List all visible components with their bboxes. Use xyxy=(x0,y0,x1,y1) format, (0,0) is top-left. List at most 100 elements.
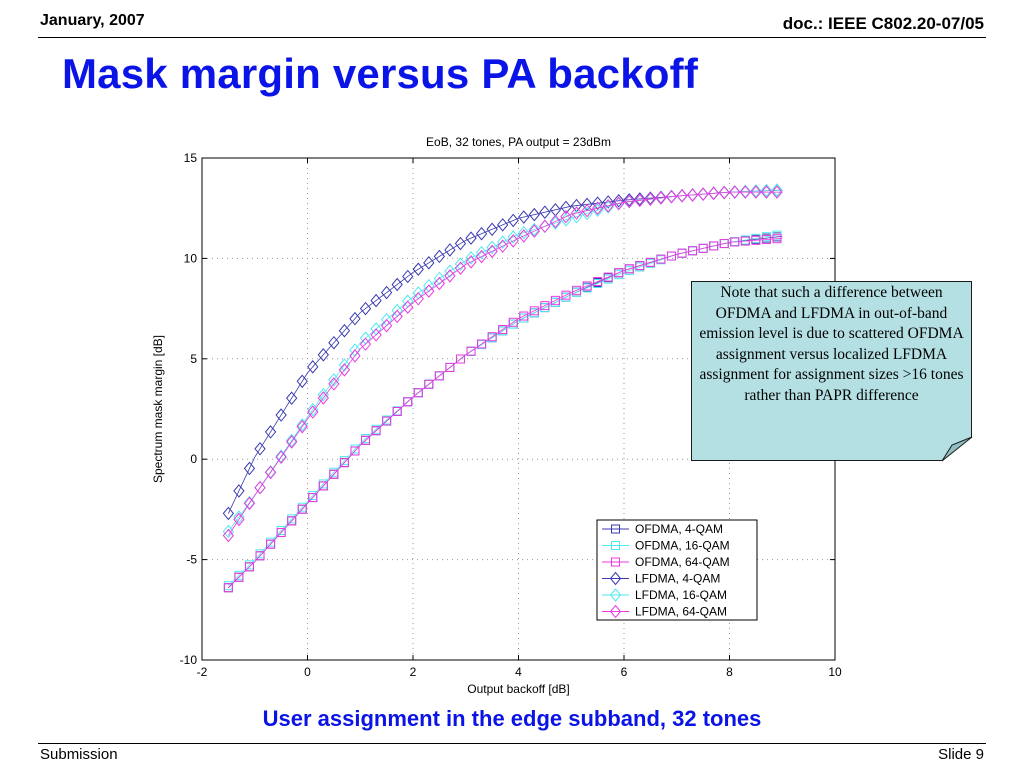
x-axis-label: Output backoff [dB] xyxy=(467,682,570,696)
series-marker xyxy=(244,562,254,572)
x-tick-label: -2 xyxy=(197,665,208,679)
footer-submission: Submission xyxy=(40,746,118,763)
series-marker xyxy=(581,203,593,218)
legend-label: LFDMA, 4-QAM xyxy=(635,572,720,586)
series-marker xyxy=(570,198,583,213)
series-marker xyxy=(371,426,381,436)
series-marker xyxy=(423,256,435,270)
series-marker xyxy=(338,323,351,338)
series-marker xyxy=(402,300,414,314)
series-marker xyxy=(477,339,487,349)
legend-label: OFDMA, 16-QAM xyxy=(635,539,730,553)
slide-caption: User assignment in the edge subband, 32 … xyxy=(262,706,762,731)
series-marker xyxy=(677,248,687,258)
series-marker xyxy=(338,358,351,372)
series-marker xyxy=(613,193,625,208)
footer-divider xyxy=(38,743,986,744)
series-marker xyxy=(519,311,529,321)
series-marker xyxy=(243,496,256,511)
series-marker xyxy=(740,236,750,246)
chart-title: EoB, 32 tones, PA output = 23dBm xyxy=(426,135,611,149)
series-marker xyxy=(623,194,635,209)
series-marker xyxy=(264,465,277,480)
series-marker xyxy=(486,244,498,259)
series-marker xyxy=(254,480,266,495)
series-marker xyxy=(644,191,657,205)
series-marker xyxy=(570,206,583,220)
legend-swatch-marker xyxy=(609,588,622,602)
series-marker xyxy=(317,348,329,362)
series-marker xyxy=(475,249,488,264)
series-marker xyxy=(413,388,423,398)
series-marker xyxy=(234,572,244,582)
series-marker xyxy=(297,504,307,514)
series-marker xyxy=(507,213,519,228)
series-marker xyxy=(434,371,444,381)
series-marker xyxy=(454,236,467,251)
footer-slide-number: Slide 9 xyxy=(938,746,984,763)
series-marker xyxy=(624,264,634,274)
series-marker xyxy=(318,481,328,491)
series-marker xyxy=(528,224,540,238)
series-marker xyxy=(697,187,709,201)
series-marker xyxy=(328,335,340,350)
series-marker xyxy=(518,210,530,224)
series-marker xyxy=(602,195,614,209)
series-marker xyxy=(730,237,740,247)
series-marker xyxy=(635,261,645,271)
series-marker xyxy=(382,416,392,426)
series-marker xyxy=(718,185,730,200)
series-marker xyxy=(487,332,497,342)
series-marker xyxy=(266,539,276,549)
x-tick-label: 8 xyxy=(726,665,733,679)
legend-label: OFDMA, 64-QAM xyxy=(635,555,730,569)
series-marker xyxy=(392,406,402,416)
header-doc-id: doc.: IEEE C802.20-07/05 xyxy=(782,14,984,33)
series-marker xyxy=(739,185,751,199)
series-marker xyxy=(222,524,235,539)
x-tick-label: 10 xyxy=(828,665,842,679)
legend-swatch-marker xyxy=(609,604,622,619)
series-marker xyxy=(317,387,329,402)
series-marker xyxy=(729,185,741,199)
series-marker xyxy=(686,188,699,202)
series-marker xyxy=(751,235,761,245)
series-marker xyxy=(403,397,413,407)
y-tick-label: 15 xyxy=(184,151,198,165)
legend-label: OFDMA, 4-QAM xyxy=(635,522,723,536)
series-marker xyxy=(361,435,371,445)
series-marker xyxy=(222,528,235,543)
series-marker xyxy=(433,271,446,286)
x-tick-label: 2 xyxy=(410,665,417,679)
series-marker xyxy=(465,231,477,245)
series-marker xyxy=(243,461,256,476)
series-marker xyxy=(402,269,414,284)
series-marker xyxy=(254,441,266,456)
series-marker xyxy=(339,458,349,468)
series-marker xyxy=(498,324,508,334)
series-marker xyxy=(560,209,572,224)
x-tick-label: 4 xyxy=(515,665,522,679)
series-marker xyxy=(634,193,646,208)
note-callout xyxy=(691,281,972,461)
series-marker xyxy=(518,225,530,240)
series-marker xyxy=(391,309,403,324)
series-marker xyxy=(296,374,308,389)
series-marker xyxy=(508,317,518,327)
series-marker xyxy=(656,254,666,264)
series-marker xyxy=(665,189,678,204)
series-marker xyxy=(623,192,635,207)
series-marker xyxy=(591,203,604,217)
legend-label: LFDMA, 64-QAM xyxy=(635,605,727,619)
series-marker xyxy=(760,185,773,199)
series-marker xyxy=(455,354,465,364)
series-marker xyxy=(676,188,688,203)
series-marker xyxy=(518,229,530,243)
series-marker xyxy=(359,337,372,351)
series-marker xyxy=(614,268,624,278)
series-marker xyxy=(329,469,339,479)
series-marker xyxy=(760,183,773,198)
series-marker xyxy=(296,418,308,432)
y-tick-label: -5 xyxy=(186,553,197,567)
series-marker xyxy=(444,243,456,257)
